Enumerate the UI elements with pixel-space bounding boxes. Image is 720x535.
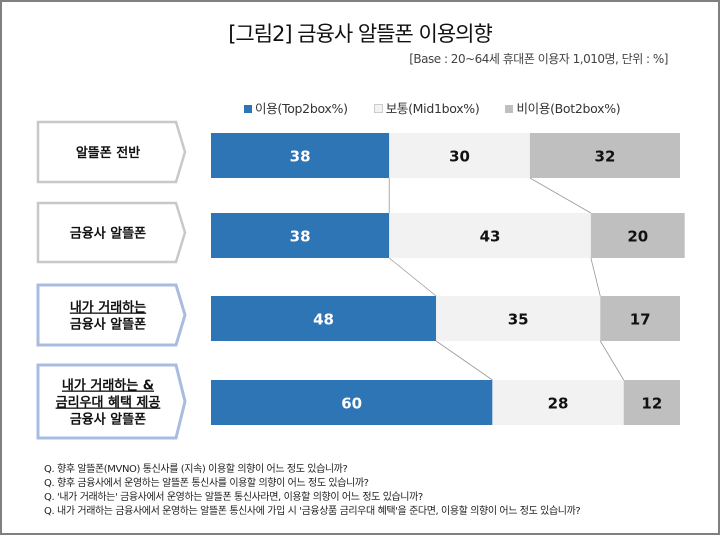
question: Q. 향후 알뜰폰(MVNO) 통신사를 (지속) 이용할 의향이 어느 정도 … (44, 464, 348, 475)
connector-line (529, 177, 592, 214)
bar-segment-mid1 (389, 133, 530, 178)
bar-value-label: 17 (630, 311, 651, 329)
bar-value-label: 60 (341, 395, 362, 413)
bar-value-label: 43 (480, 228, 501, 246)
bar-segment-top2 (211, 133, 390, 178)
legend-swatch (373, 104, 383, 113)
bar-segment-mid1 (389, 213, 591, 258)
category-label-box (36, 363, 187, 440)
legend-label: 비이용(Bot2box%) (516, 101, 621, 116)
bar-segment-top2 (211, 296, 437, 341)
bar-value-label: 38 (290, 148, 311, 166)
bar-value-label: 30 (449, 148, 470, 166)
bar-segment-mid1 (492, 380, 624, 425)
connector-line (599, 340, 625, 381)
bar-value-label: 38 (290, 228, 311, 246)
bar-segment-bot2 (529, 133, 680, 178)
chart-title: [그림2] 금융사 알뜰폰 이용의향 (228, 22, 493, 46)
bar-value-label: 20 (627, 228, 648, 246)
bar-segment-bot2 (600, 296, 680, 341)
connector-line (388, 257, 437, 297)
bar-value-label: 12 (641, 395, 662, 413)
connector-line (435, 340, 493, 381)
legend-label: 이용(Top2box%) (255, 101, 348, 116)
legend-item-top2: 이용(Top2box%) (244, 98, 348, 117)
bar-value-label: 28 (548, 395, 569, 413)
bar-value-label: 48 (313, 311, 334, 329)
category-label: 내가 거래하는 (70, 300, 146, 316)
category-label: 알뜰폰 전반 (76, 145, 140, 161)
category-label: 금융사 알뜰폰 (70, 317, 146, 333)
question: Q. 내가 거래하는 금융사에서 운영하는 알뜰폰 통신사에 가입 시 '금융상… (44, 506, 581, 517)
category-label: 금융사 알뜰폰 (70, 226, 146, 242)
bar-value-label: 32 (595, 148, 616, 166)
question: Q. '내가 거래하는' 금융사에서 운영하는 알뜰폰 통신사라면, 이용할 의… (44, 492, 423, 503)
survey-questions: Q. 향후 알뜰폰(MVNO) 통신사를 (지속) 이용할 의향이 어느 정도 … (44, 463, 581, 519)
legend-swatch (244, 105, 252, 113)
category-label: 금리우대 혜택 제공 (56, 395, 161, 411)
category-label-box (36, 283, 187, 347)
connector-line (590, 257, 601, 297)
legend-label: 보통(Mid1box%) (385, 101, 480, 116)
category-label-box (36, 120, 187, 184)
legend-item-mid1: 보통(Mid1box%) (373, 98, 480, 117)
base-note: [Base : 20~64세 휴대폰 이용자 1,010명, 단위 : %] (409, 52, 668, 66)
bar-segment-bot2 (623, 380, 680, 425)
legend: 이용(Top2box%) 보통(Mid1box%) 비이용(Bot2box%) (244, 98, 621, 117)
category-label: 금융사 알뜰폰 (70, 412, 146, 428)
category-label: 내가 거래하는 & (62, 378, 154, 394)
bar-segment-mid1 (436, 296, 601, 341)
bar-segment-top2 (211, 380, 493, 425)
category-label-box (36, 201, 187, 264)
bar-segment-bot2 (590, 213, 685, 258)
legend-swatch (505, 105, 514, 113)
question: Q. 향후 금융사에서 운영하는 알뜰폰 통신사를 이용할 의향이 어느 정도 … (44, 478, 369, 489)
bar-segment-top2 (211, 213, 390, 258)
bar-value-label: 35 (508, 311, 529, 329)
legend-item-bot2: 비이용(Bot2box%) (505, 98, 621, 117)
